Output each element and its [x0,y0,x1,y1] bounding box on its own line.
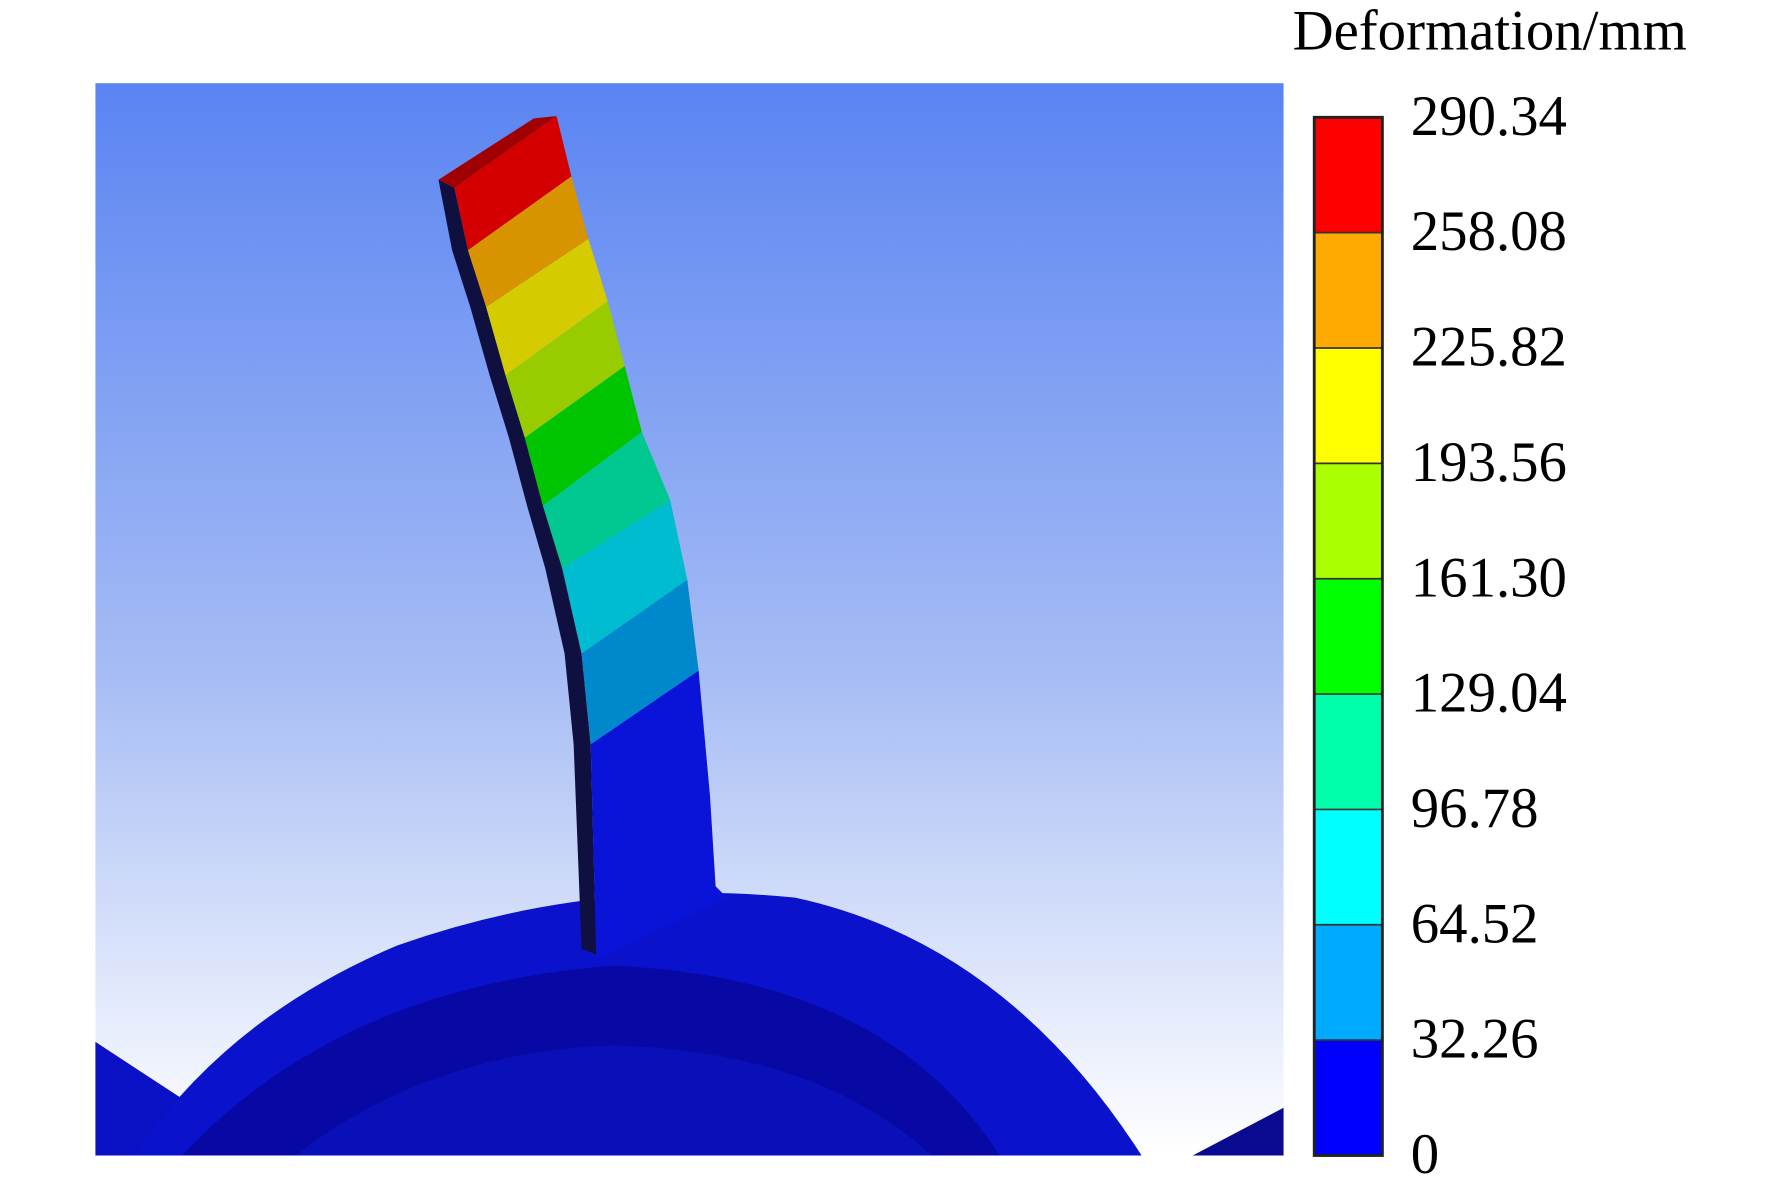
blade-band [590,670,727,961]
blade-band [486,238,608,376]
blade-band [454,116,572,251]
colorbar-tick-label: 129.04 [1411,662,1567,725]
blade-band [542,431,671,569]
colorbar-title: Deformation/mm [1293,0,1687,63]
colorbar-tick-label: 96.78 [1411,777,1539,840]
rendered-model [95,83,1284,1156]
blade-band [524,366,642,506]
colorbar-band [1314,117,1383,233]
colorbar-tick-label: 0 [1411,1123,1439,1186]
blade-band [562,500,688,654]
colorbar-band [1314,348,1383,464]
blade-band [581,579,699,745]
colorbar-tick-label: 225.82 [1411,316,1567,379]
colorbar-band [1314,809,1383,925]
hub-ring [295,1045,932,1156]
colorbar-tick-label: 193.56 [1411,431,1567,494]
colorbar-band [1314,1040,1383,1156]
blade-band [467,176,589,307]
blade-top [438,116,557,188]
colorbar-frame [1312,115,1384,1157]
colorbar-band [1314,463,1383,579]
colorbar-tick-label: 32.26 [1411,1008,1539,1071]
model-part [95,1041,188,1156]
colorbar-band [1314,924,1383,1041]
colorbar-band [1314,232,1383,349]
blade-band [505,301,625,438]
colorbar: 0 32.26 64.52 96.78 129.04 161.30 193.56 225.82… [1312,85,1567,1186]
colorbar-tick-label: 64.52 [1411,892,1539,955]
colorbar-band [1314,578,1383,695]
colorbar-tick-label: 258.08 [1411,200,1567,263]
colorbar-tick-label: 161.30 [1411,546,1567,609]
colorbar-band [1314,694,1383,810]
colorbar-tick-label: 290.34 [1411,85,1567,148]
blade-side [438,179,597,955]
